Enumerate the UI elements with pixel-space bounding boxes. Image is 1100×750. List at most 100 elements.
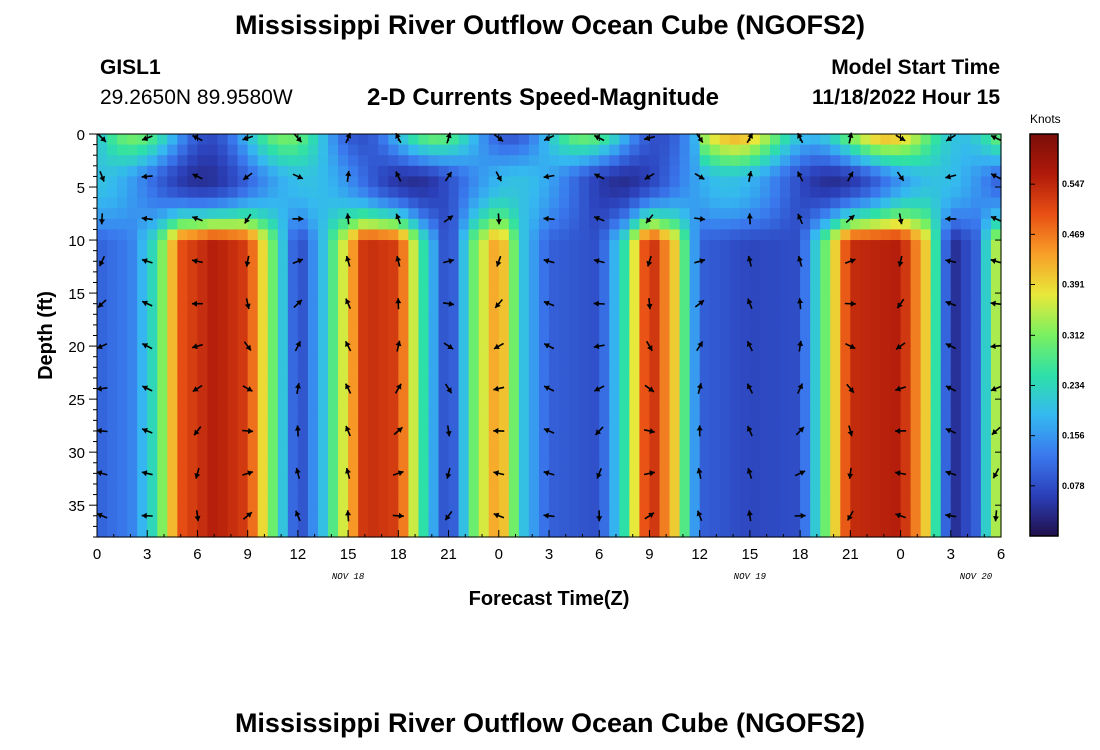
- heatmap-cell: [850, 430, 861, 443]
- heatmap-cell: [739, 187, 751, 199]
- heatmap-cell: [518, 197, 530, 209]
- heatmap-cell: [679, 165, 691, 178]
- heatmap-cell: [639, 250, 651, 262]
- heatmap-cell: [619, 494, 630, 506]
- heatmap-cell: [679, 134, 691, 146]
- heatmap-cell: [157, 144, 168, 156]
- heatmap-cell: [579, 399, 590, 411]
- heatmap-cell: [830, 250, 841, 262]
- heatmap-cell: [418, 441, 430, 453]
- heatmap-cell: [468, 271, 480, 284]
- heatmap-cell: [850, 462, 861, 474]
- heatmap-cell: [970, 208, 982, 220]
- current-arrow: [990, 300, 1002, 307]
- heatmap-cell: [197, 144, 209, 156]
- heatmap-cell: [428, 187, 440, 199]
- heatmap-cell: [97, 250, 108, 262]
- x-tick-label: 6: [193, 546, 201, 563]
- heatmap-cell: [549, 409, 560, 421]
- heatmap-cell: [257, 271, 269, 284]
- heatmap-cell: [217, 452, 229, 464]
- heatmap-cell: [448, 346, 460, 358]
- heatmap-cell: [780, 165, 791, 178]
- repeated-title: Mississippi River Outflow Ocean Cube (NG…: [234, 708, 866, 738]
- current-arrow: [242, 172, 253, 181]
- heatmap-cell: [769, 303, 781, 315]
- chart-title: Mississippi River Outflow Ocean Cube (NG…: [234, 10, 866, 40]
- heatmap-cell: [197, 483, 209, 496]
- heatmap-cell: [107, 526, 118, 538]
- heatmap-cell: [689, 473, 701, 485]
- heatmap-cell: [287, 399, 299, 411]
- heatmap-cell: [589, 494, 600, 506]
- heatmap-cell: [267, 218, 279, 231]
- heatmap-cell: [749, 314, 761, 326]
- heatmap-cell: [689, 250, 701, 262]
- heatmap-cell: [307, 197, 319, 209]
- heatmap-cell: [468, 314, 480, 326]
- heatmap-cell: [117, 271, 128, 284]
- heatmap-cell: [187, 324, 199, 337]
- heatmap-cell: [127, 409, 138, 421]
- heatmap-cell: [810, 155, 821, 167]
- heatmap-cell: [538, 250, 550, 262]
- heatmap-cell: [217, 346, 229, 358]
- heatmap-cell: [508, 452, 520, 464]
- heatmap-cell: [518, 165, 530, 178]
- heatmap-cell: [488, 144, 500, 156]
- heatmap-cell: [438, 367, 450, 379]
- heatmap-cell: [960, 409, 972, 421]
- heatmap-cell: [739, 335, 751, 347]
- heatmap-cell: [589, 515, 600, 527]
- heatmap-cell: [689, 282, 701, 294]
- heatmap-cell: [559, 483, 570, 496]
- heatmap-cell: [538, 356, 550, 368]
- heatmap-cell: [930, 377, 942, 390]
- heatmap-cell: [197, 462, 209, 474]
- heatmap-cell: [438, 388, 450, 400]
- heatmap-cell: [247, 399, 259, 411]
- heatmap-cell: [890, 388, 902, 400]
- heatmap-cell: [970, 388, 982, 400]
- heatmap-cell: [890, 420, 902, 432]
- heatmap-cell: [177, 134, 188, 146]
- heatmap-cell: [769, 197, 781, 209]
- heatmap-cell: [498, 515, 510, 527]
- heatmap-cell: [719, 165, 731, 178]
- heatmap-cell: [890, 335, 902, 347]
- heatmap-cell: [358, 314, 369, 326]
- current-arrow: [694, 215, 706, 222]
- heatmap-cell: [619, 271, 630, 284]
- heatmap-cell: [498, 324, 510, 337]
- heatmap-cell: [207, 441, 219, 453]
- heatmap-cell: [689, 208, 701, 220]
- heatmap-cell: [117, 377, 128, 390]
- heatmap-cell: [709, 197, 721, 209]
- current-arrow: [797, 255, 803, 267]
- heatmap-cell: [488, 346, 500, 358]
- x-tick-label: 21: [842, 546, 859, 563]
- heatmap-cell: [458, 505, 470, 517]
- heatmap-cell: [960, 473, 972, 485]
- heatmap-cell: [297, 505, 309, 517]
- heatmap-cell: [167, 134, 178, 146]
- heatmap-cell: [900, 134, 912, 146]
- heatmap-cell: [498, 261, 510, 273]
- heatmap-cell: [408, 293, 420, 305]
- heatmap-cell: [127, 399, 138, 411]
- heatmap-cell: [488, 494, 500, 506]
- heatmap-cell: [448, 218, 460, 231]
- heatmap-cell: [297, 324, 309, 337]
- heatmap-cell: [950, 240, 962, 252]
- heatmap-cell: [729, 462, 741, 474]
- heatmap-cell: [599, 250, 610, 262]
- heatmap-cell: [488, 165, 500, 178]
- heatmap-cell: [749, 377, 761, 390]
- heatmap-cell: [398, 293, 409, 305]
- heatmap-cell: [900, 208, 912, 220]
- current-arrow: [694, 299, 705, 308]
- heatmap-cell: [428, 505, 440, 517]
- heatmap-cell: [528, 165, 540, 178]
- heatmap-cell: [790, 494, 801, 506]
- heatmap-cell: [107, 399, 118, 411]
